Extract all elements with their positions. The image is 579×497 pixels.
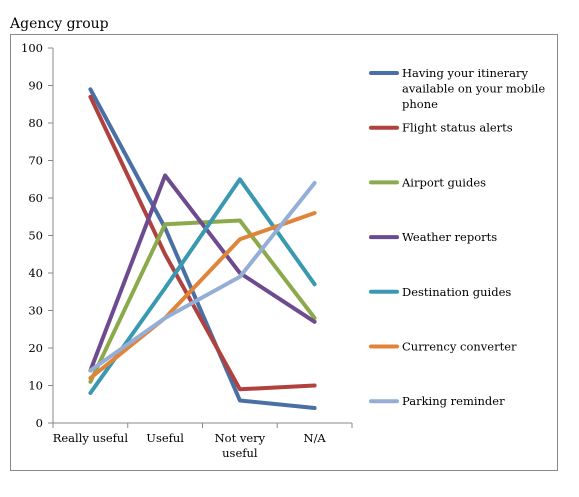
y-tick-label: 70 [28,154,43,168]
y-tick-label: 0 [36,416,43,430]
series-line-2 [88,94,317,392]
series-line-4 [88,173,317,373]
x-tick-label: Really useful [53,431,129,445]
y-tick-label: 40 [28,266,43,280]
y-tick-label: 80 [28,116,43,130]
x-tick-label: useful [222,446,258,460]
legend-label-5: Destination guides [402,285,511,299]
legend-label-2: Flight status alerts [402,121,513,135]
chart-title: Agency group [10,16,109,32]
series-line-6 [88,211,317,380]
y-tick-label: 20 [28,341,43,355]
legend-label-7: Parking reminder [402,394,505,408]
series-line-7 [88,181,317,373]
y-tick-label: 10 [28,379,43,393]
x-tick-label: Not very [215,431,266,445]
y-tick-label: 30 [28,304,43,318]
chart-frame [10,34,558,471]
series-line-1 [88,87,317,410]
legend-label-1: available on your mobile [402,82,545,96]
legend-label-1: Having your itinerary [402,66,529,80]
y-tick-label: 90 [28,79,43,93]
legend-label-4: Weather reports [402,230,497,244]
y-tick-label: 100 [21,41,43,55]
legend-label-3: Airport guides [401,175,486,189]
y-tick-label: 50 [28,229,43,243]
x-tick-label: N/A [304,431,327,445]
legend-label-1: phone [402,97,438,111]
legend-label-6: Currency converter [402,340,517,354]
x-tick-label: Useful [146,431,184,445]
y-tick-label: 60 [28,191,43,205]
